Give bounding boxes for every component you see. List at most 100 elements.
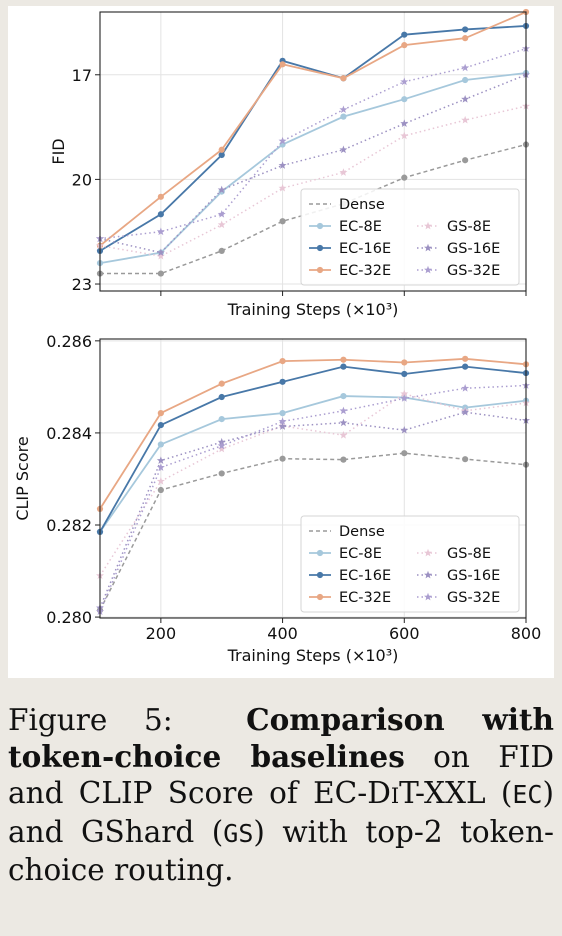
series-line: [99, 395, 527, 533]
data-point: [400, 425, 409, 434]
figure-caption: Figure 5: Comparison with token-choice b…: [8, 702, 554, 889]
data-point: [217, 444, 226, 453]
data-point: [340, 113, 347, 120]
series-line: [99, 365, 527, 533]
series-ec-16e: [96, 22, 530, 254]
data-point: [462, 76, 469, 84]
data-point: [340, 392, 347, 400]
caption-prefix: Figure 5:: [8, 703, 173, 737]
data-point: [218, 146, 225, 153]
legend-label: GS-8E: [447, 546, 491, 562]
data-point: [156, 227, 165, 236]
caption-part4: ) with top-2 token-choice routing.: [8, 814, 554, 888]
series-line: [99, 25, 527, 252]
figure: 17 20 23 Training Steps (×10³) FID Dense EC-8E…: [8, 6, 554, 678]
data-point: [279, 410, 286, 417]
x-tick-label: 800: [511, 624, 542, 643]
data-point: [462, 355, 469, 362]
y-tick-label: 0.284: [46, 424, 92, 443]
x-tick-label: 400: [267, 624, 298, 643]
data-point: [217, 441, 226, 450]
data-point: [340, 356, 347, 363]
axes-frame: [99, 338, 527, 619]
y-axis-label: FID: [49, 138, 68, 164]
data-point: [156, 456, 165, 464]
data-point: [157, 421, 164, 429]
y-tick-label: 20: [72, 170, 92, 189]
series-line: [99, 11, 527, 247]
legend-marker: [316, 222, 324, 230]
legend: Dense EC-8E GS-8E EC-16E GS-16E EC-32E GS-32E: [300, 515, 520, 613]
data-point: [401, 450, 408, 457]
data-point: [339, 406, 348, 415]
y-axis-label: CLIP Score: [13, 436, 32, 520]
legend-marker: [424, 265, 432, 274]
legend-item: EC-8E: [309, 546, 382, 562]
legend-label: EC-16E: [339, 241, 391, 257]
legend-item: Dense: [309, 524, 385, 540]
legend-label: EC-32E: [339, 263, 391, 279]
data-point: [462, 26, 469, 33]
data-point: [401, 96, 408, 103]
data-point: [157, 410, 164, 417]
legend-marker: [316, 266, 324, 274]
legend-marker: [316, 593, 324, 601]
caption-gs-code: GS: [223, 818, 254, 848]
legend-marker: [424, 221, 432, 230]
data-point: [340, 363, 347, 370]
data-point: [278, 183, 287, 192]
data-point: [157, 270, 164, 277]
data-point: [401, 370, 408, 378]
data-point: [279, 455, 286, 462]
series-line: [99, 357, 527, 510]
data-point: [279, 61, 286, 68]
legend-label: GS-16E: [447, 568, 500, 584]
data-point: [218, 380, 225, 387]
data-point: [339, 168, 348, 176]
data-point: [218, 470, 225, 477]
data-point: [401, 174, 408, 181]
data-point: [340, 456, 347, 463]
figure-canvas: 17 20 23 Training Steps (×10³) FID Dense EC-8E…: [13, 8, 542, 665]
data-point: [156, 463, 165, 471]
caption-part3: ) and GShard (: [8, 776, 554, 849]
legend-label: Dense: [339, 524, 385, 540]
legend-label: EC-16E: [339, 568, 391, 584]
data-point: [218, 247, 225, 254]
y-tick-label: 23: [72, 275, 92, 294]
data-point: [156, 248, 165, 257]
caption-part2: T-XXL (: [399, 776, 513, 810]
legend-item: GS-8E: [417, 219, 491, 235]
caption-dit-small: i: [390, 776, 400, 810]
x-tick-label: 600: [389, 624, 420, 643]
data-point: [218, 416, 225, 423]
data-point: [157, 441, 164, 448]
legend-item: GS-32E: [417, 263, 500, 279]
legend-box: [300, 515, 520, 613]
data-point: [279, 218, 286, 225]
y-tick-label: 0.282: [46, 516, 92, 535]
legend-marker: [316, 244, 324, 252]
data-point: [400, 77, 409, 86]
data-point: [400, 131, 409, 140]
legend-marker: [316, 549, 324, 557]
data-point: [157, 193, 164, 200]
series-line: [99, 74, 527, 254]
data-point: [278, 136, 287, 145]
chart-1: 17 20 23 Training Steps (×10³) FID Dense EC-8E…: [49, 8, 530, 319]
x-axis-label: Training Steps (×10³): [227, 646, 399, 665]
legend-box: [300, 188, 520, 286]
legend-item: EC-16E: [309, 241, 391, 257]
data-point: [401, 31, 408, 38]
data-point: [157, 211, 164, 218]
legend-label: GS-16E: [447, 241, 500, 257]
data-point: [218, 393, 225, 401]
data-point: [278, 422, 287, 430]
data-point: [400, 394, 409, 402]
data-point: [157, 486, 164, 494]
caption-ec-code: EC: [512, 780, 543, 809]
legend-label: EC-8E: [339, 546, 382, 562]
y-tick-label: 17: [72, 66, 92, 85]
data-point: [339, 418, 348, 427]
legend-item: EC-8E: [309, 219, 382, 235]
